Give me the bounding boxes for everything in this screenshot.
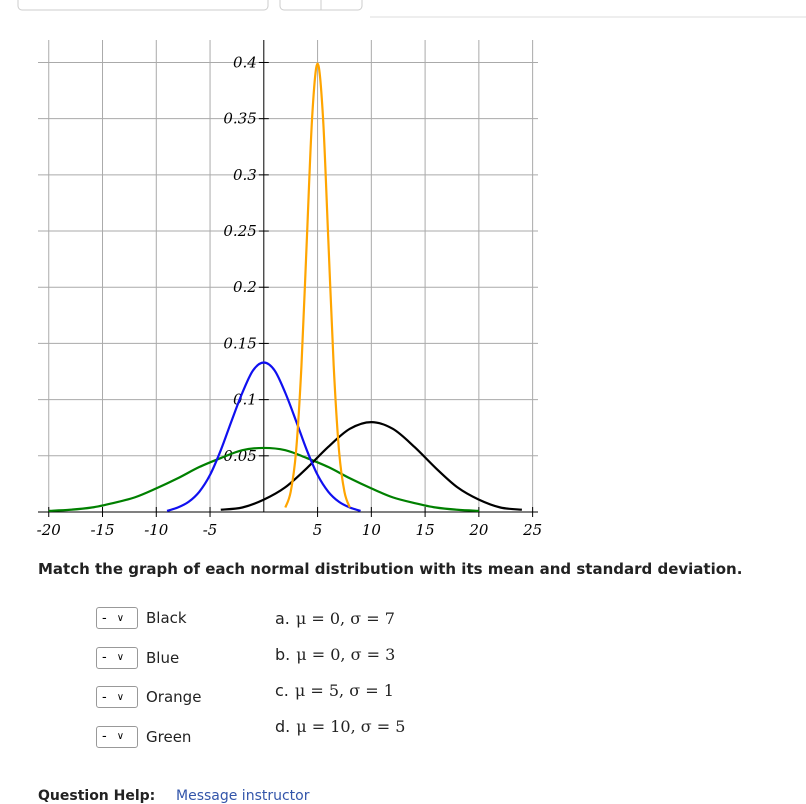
curve (48, 446, 479, 512)
question: Match the graph of each normal distribut… (38, 560, 743, 578)
y-tick-label: 0.2 (233, 278, 257, 296)
chart: 0.050.10.150.20.250.30.350.4-20 -15 -10 -5 5… (17, 0, 806, 539)
curve (284, 62, 351, 508)
curve (166, 361, 361, 512)
dropdown-value: - (102, 610, 107, 626)
option-letter: a. (275, 609, 290, 628)
match-row: - ∨ Green (96, 725, 192, 748)
curve-label: Orange (146, 688, 202, 706)
match-row: - ∨ Black (96, 607, 187, 629)
y-tick-label: 0.3 (233, 166, 257, 184)
x-tick-label: -20 (37, 521, 62, 539)
help-label: Question Help: (38, 788, 156, 804)
dropdown-value: - (102, 689, 107, 705)
dropdown[interactable]: - ∨ (96, 607, 138, 629)
chevron: ∨ (116, 691, 125, 703)
y-tick-label: 0.4 (233, 53, 257, 71)
y-tick-label: 0.35 (223, 110, 256, 128)
x-tick-label: 15 (416, 521, 435, 539)
curve-label: Blue (146, 648, 180, 667)
input-box (17, 0, 269, 11)
option-text: μ = 5, σ = 1 (294, 681, 394, 700)
match-row: - ∨ Orange (96, 686, 201, 708)
x-tick-label: -5 (203, 521, 218, 539)
option-text: μ = 0, σ = 7 (295, 609, 395, 628)
option-text: μ = 0, σ = 3 (296, 645, 396, 664)
dropdown[interactable]: - ∨ (96, 725, 138, 748)
chevron: ∨ (116, 731, 125, 742)
x-tick-label: 10 (362, 521, 382, 539)
curve (220, 420, 522, 511)
x-tick-label: 5 (313, 521, 323, 539)
dropdown[interactable]: - ∨ (96, 686, 138, 708)
x-tick-label: -15 (90, 521, 114, 539)
dropdown[interactable]: - ∨ (96, 646, 138, 669)
option-text: μ = 10, σ = 5 (296, 717, 406, 736)
x-tick-label: 20 (468, 521, 489, 539)
curve-label: Green (146, 727, 192, 746)
option: a. μ = 0, σ = 7 (275, 609, 395, 628)
option: d. μ = 10, σ = 5 (275, 717, 405, 736)
curve-label: Black (146, 609, 187, 627)
option: b. μ = 0, σ = 3 (275, 645, 395, 664)
option: c. μ = 5, σ = 1 (275, 681, 394, 700)
message-link[interactable]: Message instructor (176, 788, 310, 804)
x-tick-label: -10 (144, 521, 169, 539)
y-tick-label: 0.15 (223, 334, 256, 352)
option-letter: d. (275, 717, 291, 736)
option-letter: c. (275, 681, 289, 700)
y-tick-label: 0.05 (223, 447, 256, 465)
option-letter: b. (275, 645, 291, 664)
chevron: ∨ (116, 652, 125, 663)
dropdown-value: - (102, 650, 107, 665)
chevron: ∨ (116, 612, 125, 624)
dropdown-value: - (102, 729, 107, 744)
y-tick-label: 0.25 (223, 222, 256, 240)
match-row: - ∨ Blue (96, 646, 180, 669)
x-tick-label: 25 (522, 521, 542, 539)
